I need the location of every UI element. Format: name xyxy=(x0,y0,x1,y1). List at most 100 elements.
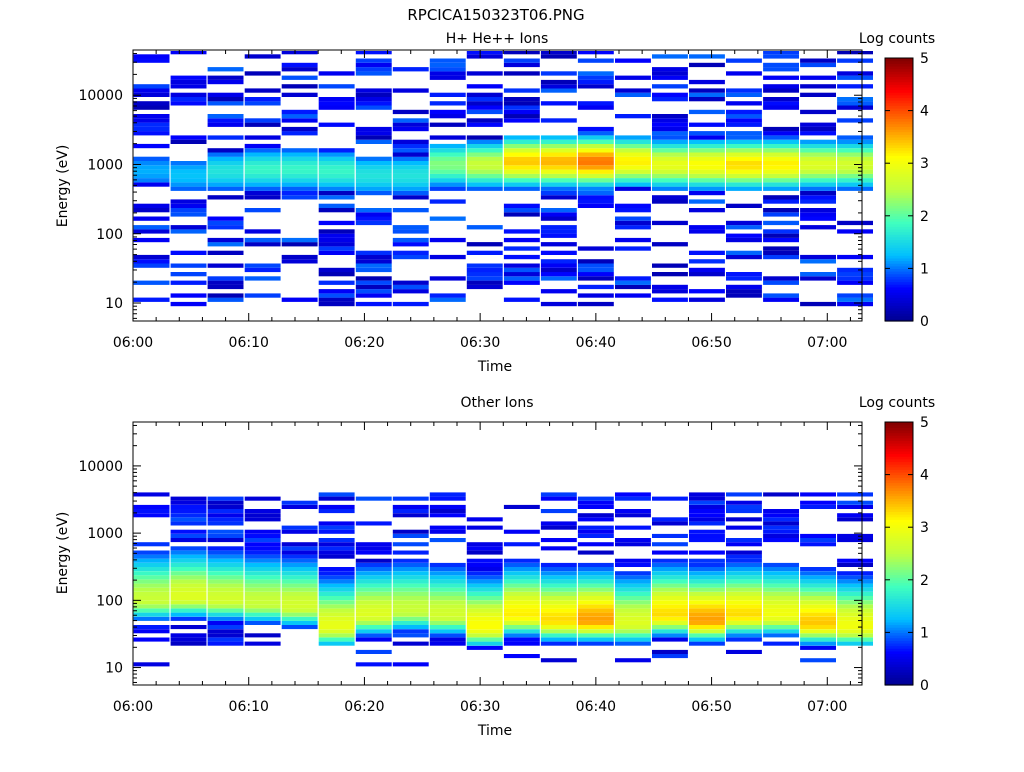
heatmap-cell xyxy=(207,513,244,518)
heatmap-cell xyxy=(615,152,651,157)
y-tick-label: 10000 xyxy=(78,88,123,104)
heatmap-cell xyxy=(355,139,392,144)
heatmap-cell xyxy=(244,71,281,76)
heatmap-cell xyxy=(244,143,281,149)
heatmap-cell xyxy=(466,263,503,268)
heatmap-cell xyxy=(763,517,799,522)
heatmap-cell xyxy=(689,54,725,59)
colorbar-segment xyxy=(885,252,913,256)
heatmap-cell xyxy=(615,625,651,630)
heatmap-cell xyxy=(503,114,540,119)
heatmap-cell xyxy=(244,152,281,157)
heatmap-cell xyxy=(318,625,355,630)
heatmap-cell xyxy=(503,165,540,170)
heatmap-cell xyxy=(577,186,614,191)
heatmap-cell xyxy=(800,658,836,663)
heatmap-cell xyxy=(689,509,725,514)
colorbar-segment xyxy=(885,92,913,96)
heatmap-cell xyxy=(466,84,503,89)
colorbar-segment xyxy=(885,163,913,167)
heatmap-cell xyxy=(392,600,429,605)
colorbar-segment xyxy=(885,273,913,277)
heatmap-cell xyxy=(392,620,429,625)
heatmap-cell xyxy=(355,250,392,255)
heatmap-cell xyxy=(837,118,873,123)
heatmap-cell xyxy=(652,165,688,170)
heatmap-cell xyxy=(615,496,651,501)
heatmap-cell xyxy=(466,122,503,127)
heatmap-cell xyxy=(652,75,688,80)
heatmap-cell xyxy=(652,97,688,102)
heatmap-cell xyxy=(466,550,503,555)
heatmap-cell xyxy=(170,587,207,592)
heatmap-cell xyxy=(652,161,688,166)
heatmap-cell xyxy=(466,633,503,638)
heatmap-cell xyxy=(689,208,725,213)
heatmap-cell xyxy=(615,591,651,596)
heatmap-cell xyxy=(763,237,799,243)
heatmap-cell xyxy=(429,67,466,72)
heatmap-cell xyxy=(207,608,244,613)
colorbar-segment xyxy=(885,574,913,578)
heatmap-cell xyxy=(392,504,429,509)
heatmap-cell xyxy=(207,633,244,638)
heatmap-cell xyxy=(170,500,207,505)
heatmap-cell xyxy=(763,587,799,592)
heatmap-cell xyxy=(763,173,799,179)
colorbar-label: Log counts xyxy=(859,31,935,47)
heatmap-cell xyxy=(429,641,466,646)
heatmap-cell xyxy=(466,250,503,255)
heatmap-cell xyxy=(763,608,799,613)
heatmap-cell xyxy=(540,562,577,567)
heatmap-cell xyxy=(392,242,429,247)
heatmap-cell xyxy=(355,612,392,617)
colorbar-segment xyxy=(885,422,913,426)
heatmap-cell xyxy=(429,591,466,596)
heatmap-cell xyxy=(244,118,281,123)
heatmap-cell xyxy=(800,225,836,230)
heatmap-cell xyxy=(763,148,799,153)
heatmap-cell xyxy=(615,148,651,153)
heatmap-cell xyxy=(244,529,281,534)
colorbar-segment xyxy=(885,619,913,623)
heatmap-cell xyxy=(652,139,688,144)
colorbar-segment xyxy=(885,429,913,434)
heatmap-cell xyxy=(170,533,207,538)
heatmap-cell xyxy=(800,591,836,596)
heatmap-cell xyxy=(652,284,688,290)
heatmap-cell xyxy=(540,521,577,526)
heatmap-cell xyxy=(429,604,466,609)
heatmap-cell xyxy=(392,579,429,584)
colorbar-segment xyxy=(885,76,913,80)
heatmap-cell xyxy=(726,587,762,592)
heatmap-cell xyxy=(540,608,577,613)
heatmap-cell xyxy=(540,242,577,247)
heatmap-cell xyxy=(800,579,836,584)
heatmap-cell xyxy=(466,161,503,166)
heatmap-cell xyxy=(133,625,170,630)
colorbar-segment xyxy=(885,184,913,188)
heatmap-cell xyxy=(726,220,762,226)
heatmap-cell xyxy=(577,284,614,290)
heatmap-cell xyxy=(318,203,355,208)
heatmap-cell xyxy=(281,567,318,572)
heatmap-cell xyxy=(392,284,429,290)
heatmap-cell xyxy=(318,538,355,543)
heatmap-cell xyxy=(615,92,651,97)
colorbar-segment xyxy=(885,537,913,541)
heatmap-cell xyxy=(689,131,725,136)
heatmap-cell xyxy=(763,513,799,518)
heatmap-cell xyxy=(726,616,762,621)
colorbar-segment xyxy=(885,427,913,431)
heatmap-cell xyxy=(170,101,207,106)
heatmap-cell xyxy=(652,143,688,149)
heatmap-cell xyxy=(281,126,318,132)
colorbar-segment xyxy=(885,218,913,222)
heatmap-cell xyxy=(763,575,799,580)
heatmap-cell xyxy=(689,517,725,522)
heatmap-cell xyxy=(466,54,503,59)
colorbar-segment xyxy=(885,58,913,62)
heatmap-cell xyxy=(392,513,429,518)
heatmap-cell xyxy=(318,297,355,302)
